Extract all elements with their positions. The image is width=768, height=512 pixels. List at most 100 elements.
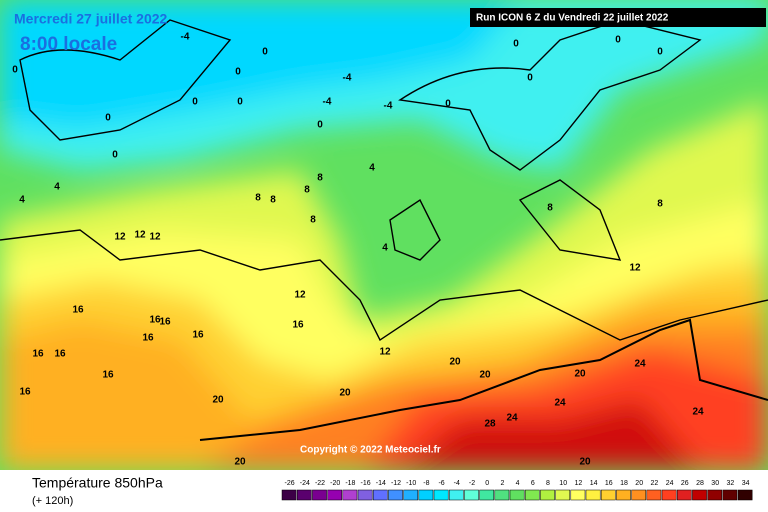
contour-label: 0 [317, 120, 323, 131]
contour-label: 0 [513, 39, 519, 50]
legend-swatch [342, 489, 358, 501]
contour-label: 16 [142, 333, 154, 344]
legend-label: 12 [575, 480, 583, 487]
legend-label: 8 [546, 480, 550, 487]
contour-label: 0 [12, 65, 18, 76]
legend-label: -22 [315, 480, 325, 487]
legend-label: 14 [590, 480, 598, 487]
date: Mercredi 27 juillet 2022 [14, 11, 168, 27]
legend-swatch [661, 489, 677, 501]
legend-swatch [585, 489, 601, 501]
contour-label: 8 [255, 193, 261, 204]
legend-label: 34 [742, 480, 750, 487]
legend-swatch [570, 489, 586, 501]
legend-label: -20 [330, 480, 340, 487]
contour-label: 12 [114, 232, 126, 243]
legend-swatch [388, 489, 403, 501]
contour-label: 16 [102, 370, 114, 381]
legend-swatch [676, 489, 692, 501]
contour-label: 0 [105, 113, 111, 124]
contour-label: 24 [634, 359, 646, 370]
contour-label: -4 [323, 97, 332, 108]
contour-label: 8 [310, 215, 316, 226]
contour-label: 16 [72, 305, 84, 316]
contour-label: 16 [54, 349, 66, 360]
contour-label: 4 [54, 182, 60, 193]
legend-label: -16 [361, 480, 371, 487]
contour-label: 20 [212, 395, 224, 406]
contour-label: -4 [343, 73, 352, 84]
legend-swatch [540, 489, 555, 501]
time: 8:00 locale [20, 34, 117, 55]
legend-label: -8 [423, 480, 429, 487]
legend-swatch [403, 489, 419, 501]
contour-label: 0 [235, 67, 241, 78]
legend-swatch [524, 489, 540, 501]
legend-label: -2 [469, 480, 475, 487]
contour-label: 0 [192, 97, 198, 108]
contour-label: 28 [484, 419, 496, 430]
legend-label: 6 [531, 480, 535, 487]
legend-swatch [707, 489, 723, 501]
legend-label: 32 [727, 480, 735, 487]
legend-label: 22 [651, 480, 659, 487]
legend-swatch [509, 489, 525, 501]
contour-label: -4 [181, 32, 190, 43]
contour-label: 24 [506, 413, 518, 424]
legend-label: -18 [345, 480, 355, 487]
legend-label: 20 [635, 480, 643, 487]
legend-label: -4 [454, 480, 460, 487]
contour-label: 16 [159, 317, 171, 328]
contour-label: 8 [657, 199, 663, 210]
legend-swatch [296, 489, 312, 501]
legend-swatch [555, 489, 571, 501]
contour-label: 20 [449, 357, 461, 368]
legend-label: 28 [696, 480, 704, 487]
legend-swatch [722, 489, 738, 501]
legend-label: 4 [516, 480, 520, 487]
contour-label: 8 [547, 203, 553, 214]
contour-label: 4 [19, 195, 25, 206]
copyright: Copyright © 2022 Meteociel.fr [300, 445, 441, 456]
contour-label: 20 [574, 369, 586, 380]
legend-swatch [646, 489, 662, 501]
contour-label: 24 [692, 407, 704, 418]
contour-label: 16 [32, 349, 44, 360]
contour-label: 12 [629, 263, 641, 274]
legend-label: 18 [620, 480, 628, 487]
contour-label: 16 [292, 320, 304, 331]
contour-label: 0 [262, 47, 268, 58]
legend-label: 16 [605, 480, 613, 487]
contour-label: 12 [379, 347, 391, 358]
contour-label: 12 [134, 230, 146, 241]
legend-label: -12 [391, 480, 401, 487]
legend: -26 -24 -22 -20 -18 -16 -14 -12 -10 -8 -6 -4 -2 0 2 4 6 8… [281, 480, 753, 501]
footer-lead: (+ 120h) [32, 495, 73, 507]
legend-swatch [737, 489, 753, 501]
legend-label: -14 [376, 480, 386, 487]
contour-label: 20 [339, 388, 351, 399]
legend-swatch [312, 489, 327, 501]
legend-swatch [357, 489, 373, 501]
legend-label: 24 [666, 480, 674, 487]
legend-label: 26 [681, 480, 689, 487]
legend-label: 2 [500, 480, 504, 487]
contour-label: 12 [149, 232, 161, 243]
contour-label: 20 [234, 457, 246, 468]
contour-label: 0 [615, 35, 621, 46]
legend-label: -10 [406, 480, 416, 487]
legend-swatch [479, 489, 495, 501]
contour-label: 0 [237, 97, 243, 108]
temperature-field [0, 0, 768, 470]
legend-swatch [372, 489, 388, 501]
run-box [470, 8, 766, 27]
legend-label: -24 [300, 480, 310, 487]
contour-label: 12 [294, 290, 306, 301]
legend-swatch [327, 489, 343, 501]
legend-swatch [631, 489, 647, 501]
legend-swatch [692, 489, 707, 501]
legend-swatch [433, 489, 449, 501]
footer-title: Température 850hPa [32, 475, 163, 491]
